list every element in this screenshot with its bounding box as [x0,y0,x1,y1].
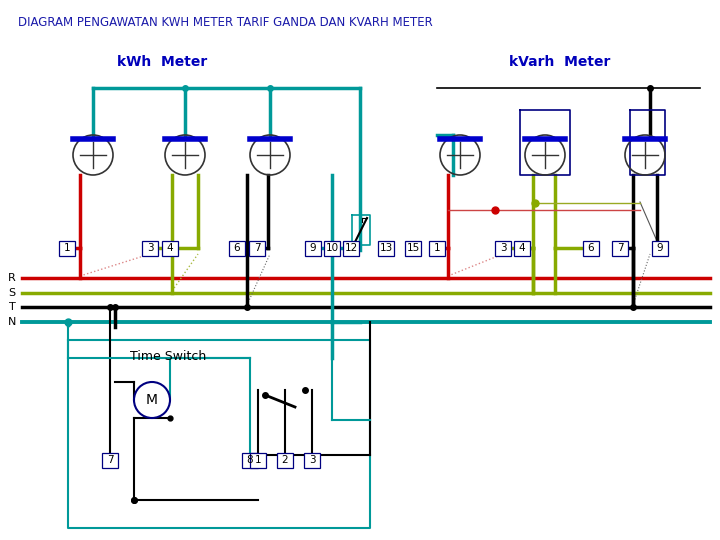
Text: 6: 6 [588,243,594,253]
FancyBboxPatch shape [102,453,118,468]
FancyBboxPatch shape [514,240,530,255]
FancyBboxPatch shape [378,240,394,255]
Text: 1: 1 [63,243,71,253]
Text: N: N [8,317,16,327]
FancyBboxPatch shape [495,240,511,255]
FancyBboxPatch shape [343,240,359,255]
Text: 3: 3 [500,243,506,253]
Text: kVarh  Meter: kVarh Meter [509,55,611,69]
Text: R: R [8,273,16,283]
Text: 15: 15 [406,243,420,253]
Text: 13: 13 [379,243,392,253]
Text: DIAGRAM PENGAWATAN KWH METER TARIF GANDA DAN KVARH METER: DIAGRAM PENGAWATAN KWH METER TARIF GANDA… [18,16,433,29]
FancyBboxPatch shape [583,240,599,255]
Text: 12: 12 [344,243,358,253]
FancyBboxPatch shape [304,453,320,468]
Text: 3: 3 [147,243,153,253]
FancyBboxPatch shape [277,453,293,468]
Text: M: M [146,393,158,407]
Text: 6: 6 [234,243,240,253]
FancyBboxPatch shape [612,240,628,255]
Text: 9: 9 [657,243,663,253]
Circle shape [134,382,170,418]
FancyBboxPatch shape [250,453,266,468]
FancyBboxPatch shape [429,240,445,255]
Text: 2: 2 [282,455,288,465]
Text: kWh  Meter: kWh Meter [117,55,207,69]
FancyBboxPatch shape [59,240,75,255]
FancyBboxPatch shape [249,240,265,255]
FancyBboxPatch shape [142,240,158,255]
Text: S: S [9,288,16,298]
Text: 7: 7 [107,455,113,465]
FancyBboxPatch shape [324,240,340,255]
FancyBboxPatch shape [305,240,321,255]
FancyBboxPatch shape [229,240,245,255]
Text: T: T [9,302,15,312]
FancyBboxPatch shape [652,240,668,255]
Text: 7: 7 [617,243,624,253]
Text: 8: 8 [247,455,253,465]
FancyBboxPatch shape [242,453,258,468]
Text: 9: 9 [310,243,316,253]
FancyBboxPatch shape [405,240,421,255]
Text: 3: 3 [309,455,315,465]
Text: 7: 7 [253,243,261,253]
Text: 1: 1 [255,455,261,465]
Text: 1: 1 [433,243,441,253]
Text: Time Switch: Time Switch [130,349,206,362]
Text: 10: 10 [325,243,338,253]
Text: 4: 4 [518,243,526,253]
Text: 4: 4 [167,243,174,253]
FancyBboxPatch shape [162,240,178,255]
